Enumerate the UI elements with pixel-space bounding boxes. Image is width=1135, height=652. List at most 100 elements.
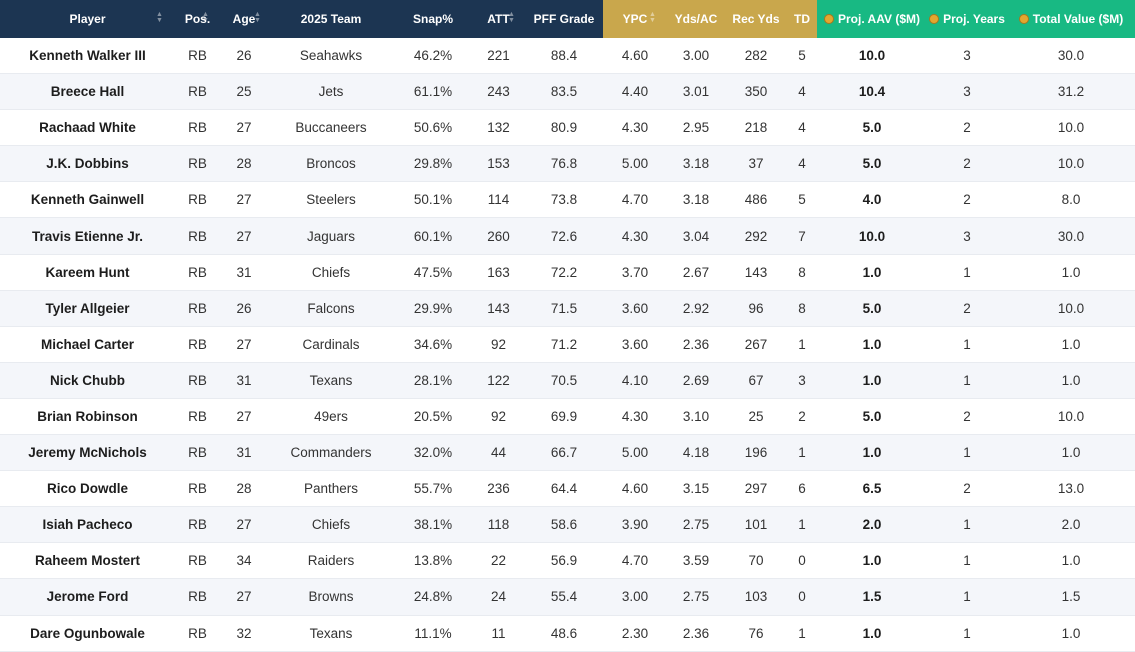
cell-yds-ac: 2.69	[667, 362, 725, 399]
cell-yds-ac: 3.18	[667, 181, 725, 219]
cell-ypc: 4.60	[603, 38, 667, 75]
cell-total-value: 1.0	[1007, 434, 1135, 472]
cell-att: 118	[472, 506, 525, 544]
cell-td: 4	[787, 109, 817, 147]
column-header-yds-ac[interactable]: Yds/AC	[667, 0, 725, 38]
cell-snap: 55.7%	[394, 470, 472, 508]
column-header-snap[interactable]: Snap%	[394, 0, 472, 38]
cell-age: 27	[220, 217, 268, 255]
column-header-proj-aav[interactable]: Proj. AAV ($M)	[817, 0, 927, 38]
cell-team: Falcons	[268, 290, 394, 327]
column-header-pff-grade[interactable]: PFF Grade	[525, 0, 603, 38]
cell-ypc: 4.30	[603, 109, 667, 147]
cell-att: 153	[472, 145, 525, 183]
cell-age: 27	[220, 109, 268, 147]
column-header-rec-yds[interactable]: Rec Yds	[725, 0, 787, 38]
cell-ypc: 3.60	[603, 290, 667, 327]
table-row: Kenneth Gainwell RB 27 Steelers 50.1% 114 73.8…	[0, 181, 1135, 219]
cell-yds-ac: 2.95	[667, 109, 725, 147]
cell-age: 27	[220, 398, 268, 436]
cell-total-value: 1.0	[1007, 542, 1135, 580]
sort-icon[interactable]: ▲ ▼	[649, 11, 656, 24]
cell-td: 1	[787, 434, 817, 472]
sort-icon[interactable]: ▲ ▼	[202, 11, 209, 24]
cell-att: 221	[472, 38, 525, 75]
cell-player: Michael Carter	[0, 326, 175, 363]
cell-ypc: 4.60	[603, 470, 667, 508]
cell-yds-ac: 2.75	[667, 506, 725, 544]
cell-total-value: 30.0	[1007, 38, 1135, 75]
cell-yds-ac: 3.01	[667, 73, 725, 111]
cell-team: Jets	[268, 73, 394, 111]
column-header-att[interactable]: ATT ▲ ▼	[472, 0, 525, 38]
cell-yds-ac: 3.00	[667, 38, 725, 75]
column-header-total-value[interactable]: Total Value ($M)	[1007, 0, 1135, 38]
cell-proj-years: 1	[927, 542, 1007, 580]
cell-age: 34	[220, 542, 268, 580]
cell-snap: 50.1%	[394, 181, 472, 219]
cell-team: Texans	[268, 615, 394, 652]
cell-pos: RB	[175, 398, 220, 436]
cell-player: Nick Chubb	[0, 362, 175, 399]
cell-ypc: 4.30	[603, 398, 667, 436]
cell-snap: 28.1%	[394, 362, 472, 399]
cell-player: Jerome Ford	[0, 578, 175, 616]
cell-rec-yds: 292	[725, 217, 787, 255]
cell-ypc: 4.30	[603, 217, 667, 255]
cell-td: 1	[787, 326, 817, 363]
sort-icon[interactable]: ▲ ▼	[156, 11, 163, 24]
cell-att: 132	[472, 109, 525, 147]
cell-pff-grade: 56.9	[525, 542, 603, 580]
cell-proj-aav: 1.0	[817, 326, 927, 363]
cell-proj-aav: 1.5	[817, 578, 927, 616]
cell-yds-ac: 4.18	[667, 434, 725, 472]
cell-rec-yds: 37	[725, 145, 787, 183]
column-header-td[interactable]: TD	[787, 0, 817, 38]
cell-team: Raiders	[268, 542, 394, 580]
cell-team: Commanders	[268, 434, 394, 472]
cell-td: 2	[787, 398, 817, 436]
cell-player: Jeremy McNichols	[0, 434, 175, 472]
cell-proj-years: 1	[927, 326, 1007, 363]
cell-snap: 20.5%	[394, 398, 472, 436]
table-body: Kenneth Walker III RB 26 Seahawks 46.2% 221 88…	[0, 38, 1135, 652]
cell-rec-yds: 101	[725, 506, 787, 544]
cell-player: Travis Etienne Jr.	[0, 217, 175, 255]
cell-ypc: 4.70	[603, 542, 667, 580]
table-row: Kareem Hunt RB 31 Chiefs 47.5% 163 72.2 3.70 2.6…	[0, 254, 1135, 291]
cell-proj-years: 2	[927, 398, 1007, 436]
cell-yds-ac: 3.18	[667, 145, 725, 183]
column-header-pos[interactable]: Pos. ▲ ▼	[175, 0, 220, 38]
cell-pos: RB	[175, 362, 220, 399]
cell-proj-aav: 2.0	[817, 506, 927, 544]
table-header-row: Player ▲ ▼ Pos. ▲ ▼ Age ▲ ▼ 2025 Team Snap% AT…	[0, 0, 1135, 38]
column-header-player[interactable]: Player ▲ ▼	[0, 0, 175, 38]
cell-rec-yds: 297	[725, 470, 787, 508]
cell-ypc: 3.90	[603, 506, 667, 544]
cell-snap: 60.1%	[394, 217, 472, 255]
table-row: Dare Ogunbowale RB 32 Texans 11.1% 11 48.6 2.30…	[0, 615, 1135, 652]
cell-yds-ac: 2.92	[667, 290, 725, 327]
cell-proj-years: 2	[927, 290, 1007, 327]
sort-icon[interactable]: ▲ ▼	[508, 11, 515, 24]
column-header-proj-years[interactable]: Proj. Years	[927, 0, 1007, 38]
column-header-team[interactable]: 2025 Team	[268, 0, 394, 38]
cell-team: Broncos	[268, 145, 394, 183]
cell-pos: RB	[175, 578, 220, 616]
cell-snap: 29.8%	[394, 145, 472, 183]
cell-pos: RB	[175, 145, 220, 183]
table-row: Rachaad White RB 27 Buccaneers 50.6% 132 80.9 4…	[0, 109, 1135, 147]
cell-rec-yds: 282	[725, 38, 787, 75]
cell-att: 92	[472, 398, 525, 436]
cell-snap: 38.1%	[394, 506, 472, 544]
sort-icon[interactable]: ▲ ▼	[254, 11, 261, 24]
column-header-age[interactable]: Age ▲ ▼	[220, 0, 268, 38]
cell-team: Panthers	[268, 470, 394, 508]
cell-team: Steelers	[268, 181, 394, 219]
cell-ypc: 5.00	[603, 145, 667, 183]
cell-player: Isiah Pacheco	[0, 506, 175, 544]
column-header-ypc[interactable]: YPC ▲ ▼	[603, 0, 667, 38]
cell-age: 26	[220, 38, 268, 75]
cell-age: 28	[220, 470, 268, 508]
